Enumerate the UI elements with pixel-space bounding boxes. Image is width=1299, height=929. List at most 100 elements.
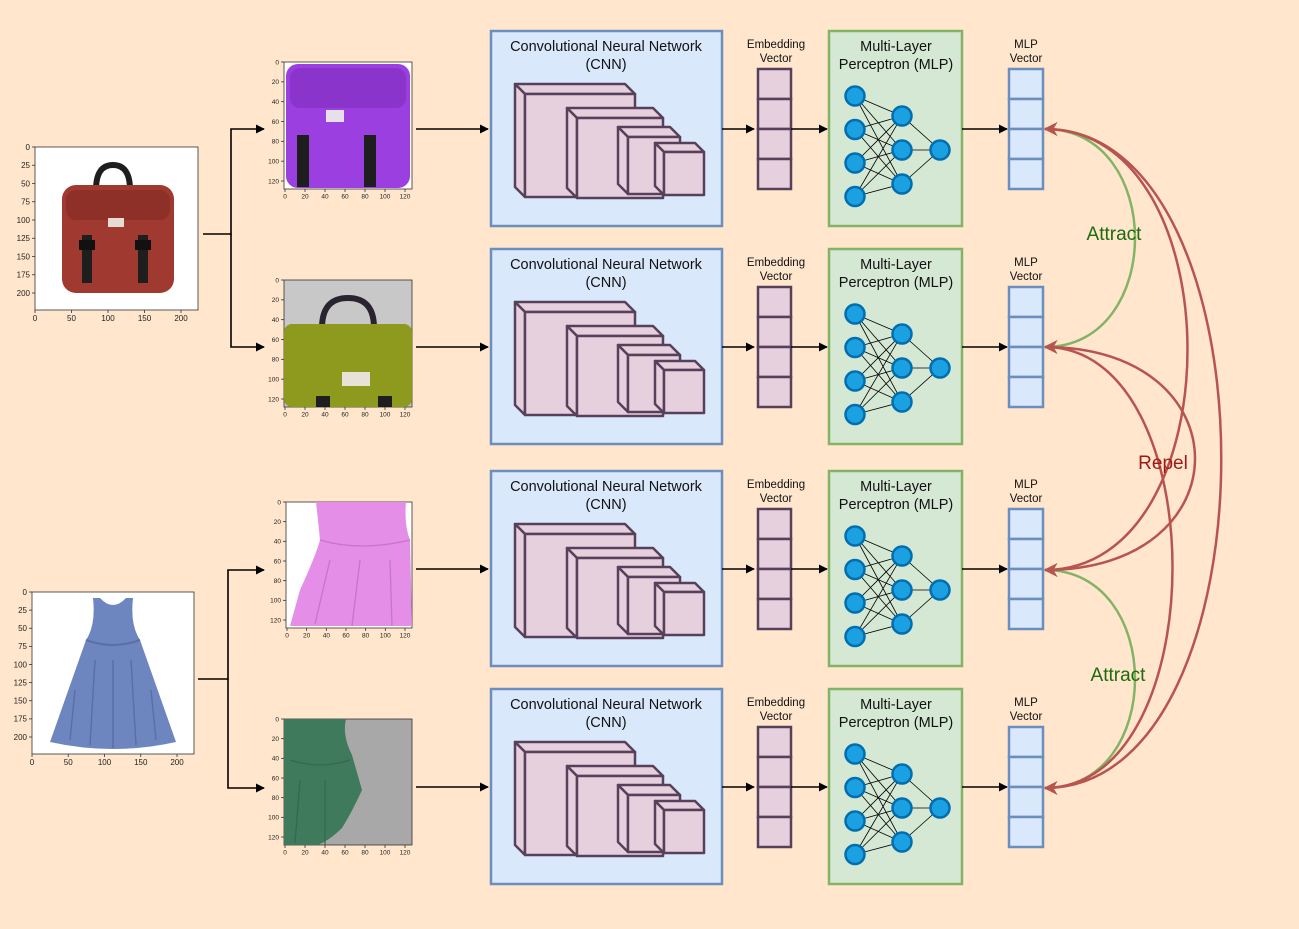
mlp-vector-cell: [1007, 725, 1045, 759]
cnn-box: Convolutional Neural Network (CNN): [489, 687, 724, 886]
repel-curve-2: [1043, 127, 1189, 577]
conv-layer-cube: [653, 141, 706, 197]
cnn-title: Convolutional Neural Network: [510, 39, 703, 55]
mlp-vector-cell: [1007, 785, 1045, 819]
conv-layer-cube: [653, 359, 706, 415]
repel-label: Repel: [1138, 453, 1188, 474]
cnn-box: Convolutional Neural Network (CNN): [489, 29, 724, 228]
mlp-subtitle: Perceptron (MLP): [839, 57, 953, 73]
embedding-vector: Embedding Vector: [747, 479, 805, 631]
repel-curve-1: [1043, 122, 1223, 795]
y-tick-label: 40: [274, 539, 282, 546]
mlp-box: Multi-Layer Perceptron (MLP): [827, 469, 964, 668]
x-tick-label: 0: [33, 314, 38, 323]
mlp-vector-cell: [1007, 157, 1045, 191]
augmented-axis-ticks: 0 20 40 60 80 100 120 0 20 40 60 80 100 120: [268, 59, 411, 200]
neuron-node: [891, 613, 913, 635]
neuron-node: [844, 558, 866, 581]
x-tick-label: 200: [170, 758, 184, 767]
embedding-label: Embedding: [747, 697, 805, 709]
y-tick-label: 100: [268, 158, 279, 165]
neuron-node: [844, 403, 866, 426]
x-tick-label: 120: [400, 194, 411, 201]
cnn-subtitle: (CNN): [585, 275, 626, 291]
contrastive-curves: [1043, 122, 1223, 795]
x-tick-label: 20: [301, 412, 309, 419]
y-tick-label: 40: [272, 317, 280, 324]
neuron-node: [844, 118, 866, 141]
x-tick-label: 100: [380, 412, 391, 419]
x-tick-label: 120: [400, 412, 411, 419]
x-tick-label: 150: [134, 758, 148, 767]
x-tick-label: 40: [321, 412, 329, 419]
x-tick-label: 80: [361, 412, 369, 419]
mlp-vector-label: MLP: [1014, 479, 1038, 491]
x-tick-label: 0: [283, 412, 287, 419]
y-tick-label: 175: [17, 271, 31, 280]
y-tick-label: 25: [18, 606, 27, 615]
augmented-view-backpack-olive: 0 20 40 60 80 100 120 0 20 40 60 80 100 120: [268, 277, 413, 419]
embedding-cell: [756, 755, 793, 789]
embedding-label-2: Vector: [760, 271, 793, 283]
embedding-label-2: Vector: [760, 53, 793, 65]
y-tick-label: 80: [274, 578, 282, 585]
embedding-cell: [756, 67, 793, 101]
y-tick-label: 60: [272, 119, 280, 126]
neuron-node: [844, 525, 866, 547]
mlp-vector-label-2: Vector: [1010, 493, 1043, 505]
x-tick-label: 60: [341, 412, 349, 419]
neuron-node: [929, 357, 951, 379]
cnn-subtitle: (CNN): [585, 497, 626, 513]
y-tick-label: 100: [14, 660, 28, 669]
repel-curve-3: [1043, 340, 1197, 572]
y-tick-label: 25: [21, 161, 30, 170]
neuron-node: [891, 545, 913, 567]
y-tick-label: 75: [18, 642, 27, 651]
y-tick-label: 125: [14, 678, 28, 687]
embedding-cell: [756, 815, 793, 849]
neuron-node: [844, 85, 866, 107]
attract-curve-top: [1043, 122, 1137, 354]
neuron-node: [844, 810, 866, 832]
augmented-view-backpack-purple: 0 20 40 60 80 100 120 0 20 40 60 80 100 120: [268, 59, 413, 201]
mlp-vector-cell: [1007, 567, 1045, 601]
mlp-title: Multi-Layer: [860, 257, 932, 273]
embedding-cell: [756, 597, 793, 631]
x-tick-label: 80: [361, 194, 369, 201]
y-tick-label: 0: [275, 59, 279, 66]
mlp-subtitle: Perceptron (MLP): [839, 275, 953, 291]
y-tick-label: 60: [272, 775, 280, 782]
mlp-box: Multi-Layer Perceptron (MLP): [827, 247, 964, 446]
attract-label-bottom: Attract: [1091, 665, 1147, 686]
mlp-vector-label: MLP: [1014, 697, 1038, 709]
cnn-box: Convolutional Neural Network (CNN): [489, 469, 724, 668]
neuron-node: [844, 776, 866, 799]
neuron-node: [844, 592, 866, 614]
x-tick-label: 100: [380, 633, 391, 640]
x-tick-label: 0: [30, 758, 35, 767]
conv-layer-cube: [653, 581, 706, 637]
pipeline-row: Convolutional Neural Network (CNN) Embeddi…: [416, 247, 1045, 446]
embedding-cell: [756, 507, 793, 541]
cnn-box: Convolutional Neural Network (CNN): [489, 247, 724, 446]
neuron-node: [844, 843, 866, 866]
y-tick-label: 100: [268, 376, 279, 383]
mlp-vector-label-2: Vector: [1010, 53, 1043, 65]
mlp-vector-cell: [1007, 97, 1045, 131]
embedding-cell: [756, 537, 793, 571]
y-tick-label: 100: [17, 216, 31, 225]
x-tick-label: 20: [303, 633, 311, 640]
mlp-vector: MLP Vector: [1007, 257, 1045, 409]
neuron-node: [891, 357, 913, 379]
cnn-title: Convolutional Neural Network: [510, 479, 703, 495]
mlp-vector-label-2: Vector: [1010, 271, 1043, 283]
x-tick-label: 120: [400, 850, 411, 857]
y-tick-label: 0: [26, 143, 31, 152]
x-tick-label: 0: [283, 850, 287, 857]
neuron-node: [891, 105, 913, 127]
y-tick-label: 50: [18, 624, 27, 633]
x-tick-label: 20: [301, 194, 309, 201]
mlp-vector-cell: [1007, 315, 1045, 349]
